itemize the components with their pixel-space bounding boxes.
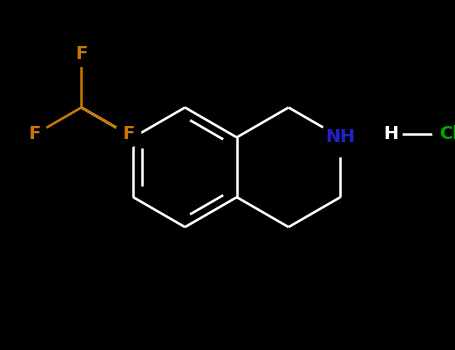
- Circle shape: [22, 122, 47, 147]
- Circle shape: [321, 118, 359, 157]
- Text: F: F: [122, 125, 134, 144]
- Circle shape: [379, 122, 402, 145]
- Text: NH: NH: [325, 128, 355, 146]
- Circle shape: [115, 122, 141, 147]
- Text: Cl: Cl: [439, 125, 455, 142]
- Text: F: F: [29, 125, 41, 144]
- Text: H: H: [383, 125, 398, 142]
- Text: F: F: [75, 45, 87, 63]
- Circle shape: [69, 41, 94, 66]
- Circle shape: [433, 118, 455, 149]
